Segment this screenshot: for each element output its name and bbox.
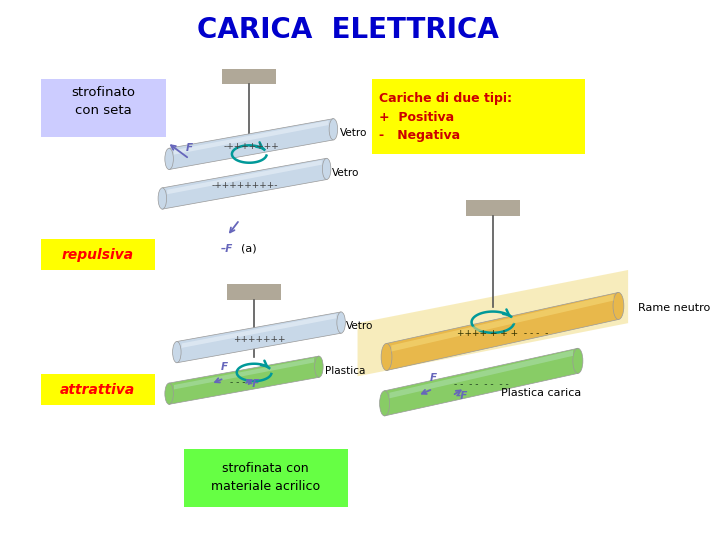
Text: F: F [220,362,228,373]
Polygon shape [174,358,314,389]
Text: Plastica: Plastica [325,366,365,376]
Text: (a): (a) [241,244,257,254]
Text: Vetro: Vetro [333,168,360,178]
Ellipse shape [315,356,323,377]
Text: –F: –F [248,379,260,389]
Polygon shape [387,293,618,370]
Bar [184,449,348,507]
Bar [40,239,155,270]
Ellipse shape [613,293,624,320]
Text: Vetro: Vetro [346,321,373,332]
Polygon shape [392,294,613,352]
Ellipse shape [381,343,392,370]
Text: –F: –F [456,390,469,401]
Bar [40,79,166,137]
Polygon shape [384,348,578,416]
Text: -+++++++: -+++++++ [223,141,279,151]
Text: –F: –F [221,244,233,254]
Ellipse shape [379,391,390,416]
Polygon shape [177,312,341,363]
Polygon shape [181,314,336,348]
Text: strofinato
con seta: strofinato con seta [71,86,135,117]
Text: -   Negativa: - Negativa [379,129,460,142]
Ellipse shape [573,348,583,373]
Ellipse shape [165,383,174,404]
Text: strofinata con
materiale acrilico: strofinata con materiale acrilico [211,462,320,493]
Polygon shape [169,356,319,404]
Text: Vetro: Vetro [340,128,367,138]
Ellipse shape [173,341,181,363]
Polygon shape [162,158,327,209]
Text: CARICA  ELETTRICA: CARICA ELETTRICA [197,16,499,44]
Bar [40,374,155,406]
Text: Plastica carica: Plastica carica [501,388,581,398]
Ellipse shape [158,188,166,209]
Bar [227,285,282,300]
Text: - - - - -: - - - - - [230,377,258,387]
Ellipse shape [337,312,346,333]
Polygon shape [358,270,628,376]
Text: F: F [429,373,436,383]
Text: +++++++: +++++++ [233,335,285,344]
Bar [372,79,585,154]
Text: Cariche di due tipi:: Cariche di due tipi: [379,92,512,105]
Ellipse shape [329,119,338,140]
Polygon shape [390,350,573,399]
Text: repulsiva: repulsiva [61,247,134,261]
Text: F: F [186,143,193,153]
Text: attrattiva: attrattiva [60,383,135,397]
Bar [222,69,276,84]
Polygon shape [167,160,322,194]
Ellipse shape [323,158,331,180]
Ellipse shape [165,148,174,170]
Polygon shape [174,120,328,154]
Text: -++++++++-: -++++++++- [211,181,278,190]
Polygon shape [169,119,333,170]
Text: - -  - -  - -  - -: - - - - - - - - [454,380,508,388]
Text: +  Positiva: + Positiva [379,111,454,124]
Text: ++++ + + +  - - -  -: ++++ + + + - - - - [456,329,548,338]
Text: Rame neutro: Rame neutro [638,303,710,313]
Bar [466,200,520,216]
